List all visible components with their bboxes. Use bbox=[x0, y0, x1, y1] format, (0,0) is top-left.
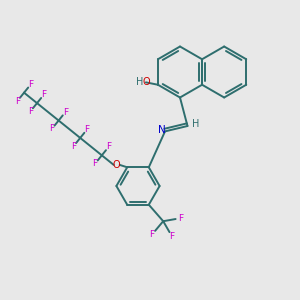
Text: F: F bbox=[84, 125, 90, 134]
Text: N: N bbox=[158, 125, 165, 135]
Text: F: F bbox=[149, 230, 154, 239]
Text: F: F bbox=[92, 159, 98, 168]
Text: F: F bbox=[71, 142, 76, 151]
Text: F: F bbox=[106, 142, 111, 152]
Text: O: O bbox=[143, 77, 150, 87]
Text: F: F bbox=[178, 214, 183, 223]
Text: F: F bbox=[28, 80, 33, 89]
Text: F: F bbox=[49, 124, 54, 134]
Text: H: H bbox=[136, 77, 143, 87]
Text: F: F bbox=[63, 108, 68, 117]
Text: O: O bbox=[112, 160, 120, 170]
Text: F: F bbox=[169, 232, 175, 241]
Text: F: F bbox=[28, 107, 33, 116]
Text: H: H bbox=[192, 119, 200, 130]
Text: F: F bbox=[15, 97, 20, 106]
Text: F: F bbox=[41, 90, 46, 99]
